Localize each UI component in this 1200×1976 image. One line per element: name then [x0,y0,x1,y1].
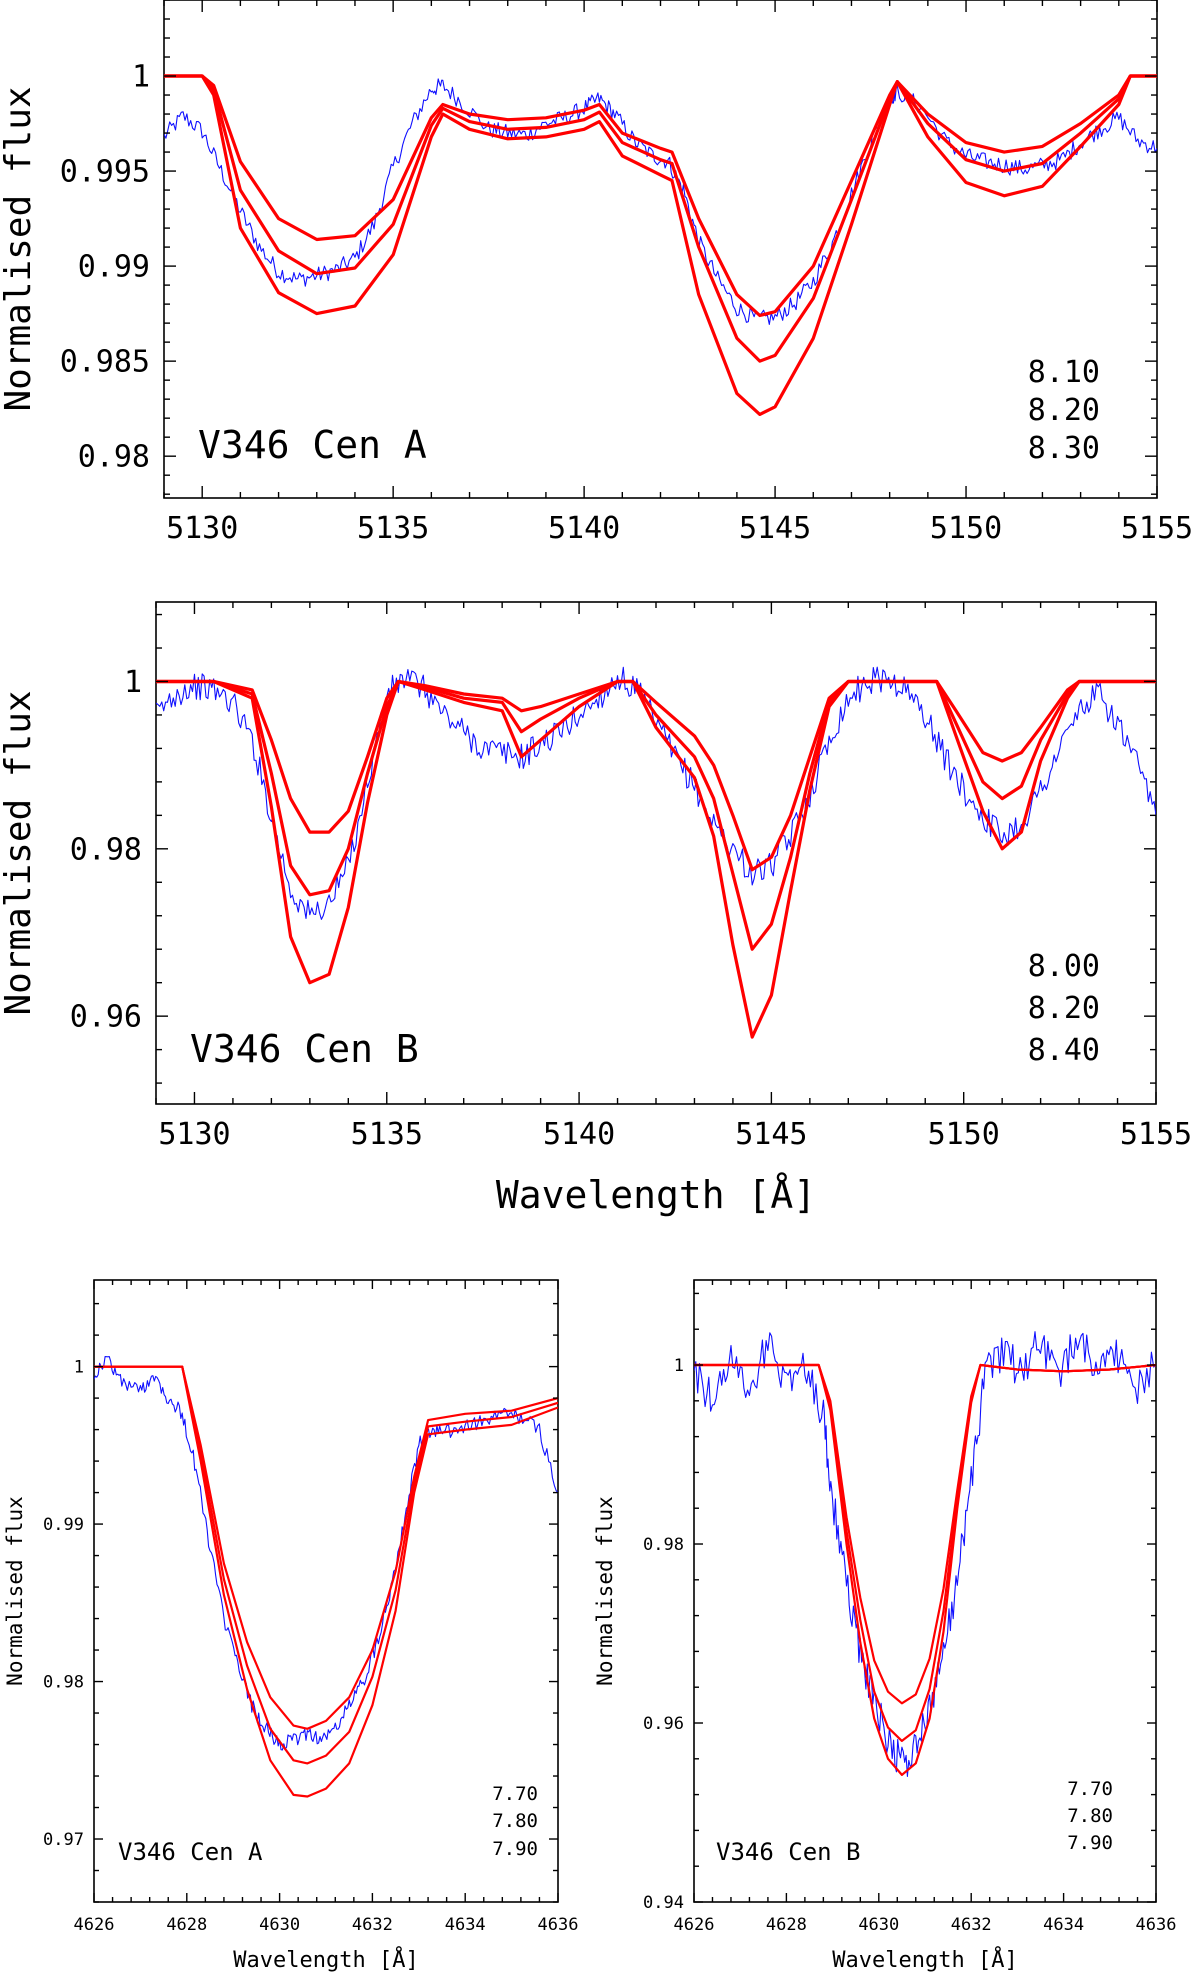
y-axis-title: Normalised flux [0,690,39,1015]
x-tick-label: 4634 [1043,1915,1084,1935]
x-tick-label: 5130 [158,1117,230,1152]
y-tick-label: 1 [132,60,150,95]
x-tick-label: 5155 [1120,1117,1192,1152]
y-tick-label: 0.98 [78,440,150,475]
model-spectrum-line-8-40 [156,679,1156,1039]
x-axis-title: Wavelength [Å] [832,1946,1017,1973]
x-tick-label: 4636 [1136,1915,1177,1935]
y-tick-label: 0.99 [78,250,150,285]
series-layer [156,666,1156,1039]
y-axis-title: Normalised flux [593,1496,617,1686]
x-tick-label: 5150 [928,1117,1000,1152]
star-label: V346 Cen A [198,423,427,467]
x-tick-label: 4626 [74,1915,115,1935]
panel-top-v346-cen-a: 5130 5135 5140 5145 5150 5155 0.98 0.985 0.99 0.9… [0,0,1193,546]
plot-frame [693,1279,1157,1903]
plot-frame [93,1279,559,1903]
observed-spectrum-line [164,78,1157,325]
model-spectrum-line-7-90 [94,1365,558,1798]
model-spectrum-line-7-80 [694,1363,1156,1742]
observed-spectrum-line [156,666,1156,920]
x-tick-label: 4634 [445,1915,486,1935]
y-tick-label: 0.995 [60,155,150,190]
y-tick-label: 1 [124,665,142,700]
model-spectrum-line-7-70 [694,1363,1156,1705]
x-tick-label: 4636 [538,1915,579,1935]
series-layer [94,1356,558,1798]
y-tick-label: 0.97 [43,1830,84,1850]
abundance-label-3: 8.30 [1028,431,1100,466]
model-spectrum-line-8-20 [156,679,1156,951]
observed-spectrum-line [94,1356,558,1751]
x-tick-label: 5140 [548,511,620,546]
y-axis-title: Normalised flux [0,86,39,411]
y-tick-label: 0.96 [70,1000,142,1035]
tick-layer: 4626 4628 4630 4632 4634 4636 0.97 0.98 0.99 1 [43,1280,578,1935]
x-tick-label: 4628 [166,1915,207,1935]
panel-bottom-left-v346-cen-a: 4626 4628 4630 4632 4634 4636 0.97 0.98 0.99 1 No… [3,1279,578,1973]
y-tick-label: 0.99 [43,1515,84,1535]
abundance-label-2: 7.80 [1067,1805,1113,1827]
abundance-label-3: 7.90 [492,1838,538,1860]
y-tick-label: 0.98 [643,1535,684,1555]
tick-layer: 4626 4628 4630 4632 4634 4636 0.94 0.96 0.98 1 [643,1280,1176,1935]
model-spectrum-line-8-30 [164,74,1157,416]
x-tick-label: 5130 [166,511,238,546]
x-tick-label: 5155 [1121,511,1193,546]
tick-layer: 5130 5135 5140 5145 5150 5155 0.96 0.98 1 [70,602,1192,1152]
observed-spectrum-line [694,1331,1156,1777]
panel-middle-v346-cen-b: 5130 5135 5140 5145 5150 5155 0.96 0.98 1 Normal… [0,601,1192,1217]
abundance-label-2: 8.20 [1028,393,1100,428]
star-label: V346 Cen B [190,1027,419,1071]
x-tick-label: 4632 [352,1915,393,1935]
y-tick-label: 0.96 [643,1714,684,1734]
x-tick-label: 5145 [735,1117,807,1152]
model-spectrum-line-8-20 [164,74,1157,363]
x-tick-label: 4630 [259,1915,300,1935]
abundance-label-3: 7.90 [1067,1832,1113,1854]
y-tick-label: 0.94 [643,1893,684,1913]
y-tick-label: 0.98 [43,1672,84,1692]
abundance-label-3: 8.40 [1028,1033,1100,1068]
panel-bottom-right-v346-cen-b: 4626 4628 4630 4632 4634 4636 0.94 0.96 0.98 1 No… [593,1279,1176,1973]
y-axis-title: Normalised flux [3,1496,27,1686]
abundance-label-1: 8.10 [1028,355,1100,390]
x-tick-label: 5135 [351,1117,423,1152]
y-tick-label: 1 [74,1358,84,1378]
x-tick-label: 5140 [543,1117,615,1152]
x-tick-label: 4628 [766,1915,807,1935]
series-layer [694,1331,1156,1777]
y-tick-label: 0.985 [60,345,150,380]
tick-layer: 5130 5135 5140 5145 5150 5155 0.98 0.985 0.99 0.9… [60,0,1193,546]
abundance-label-1: 8.00 [1028,949,1100,984]
abundance-label-2: 7.80 [492,1810,538,1832]
x-tick-label: 4632 [951,1915,992,1935]
model-spectrum-line-7-80 [94,1365,558,1765]
model-spectrum-line-7-70 [94,1365,558,1730]
abundance-label-2: 8.20 [1028,991,1100,1026]
x-axis-title: Wavelength [Å] [496,1173,816,1217]
x-tick-label: 5145 [739,511,811,546]
star-label: V346 Cen A [118,1838,263,1866]
x-tick-label: 5150 [930,511,1002,546]
star-label: V346 Cen B [716,1838,861,1866]
y-tick-label: 1 [674,1356,684,1376]
x-tick-label: 5135 [357,511,429,546]
model-spectrum-line-8-10 [164,74,1157,318]
abundance-label-1: 7.70 [492,1783,538,1805]
series-layer [164,74,1157,416]
abundance-label-1: 7.70 [1067,1778,1113,1800]
x-tick-label: 4626 [674,1915,715,1935]
x-tick-label: 4630 [858,1915,899,1935]
x-axis-title: Wavelength [Å] [233,1946,418,1973]
model-spectrum-line-7-90 [694,1363,1156,1776]
model-spectrum-line-8-00 [156,679,1156,872]
y-tick-label: 0.98 [70,832,142,867]
